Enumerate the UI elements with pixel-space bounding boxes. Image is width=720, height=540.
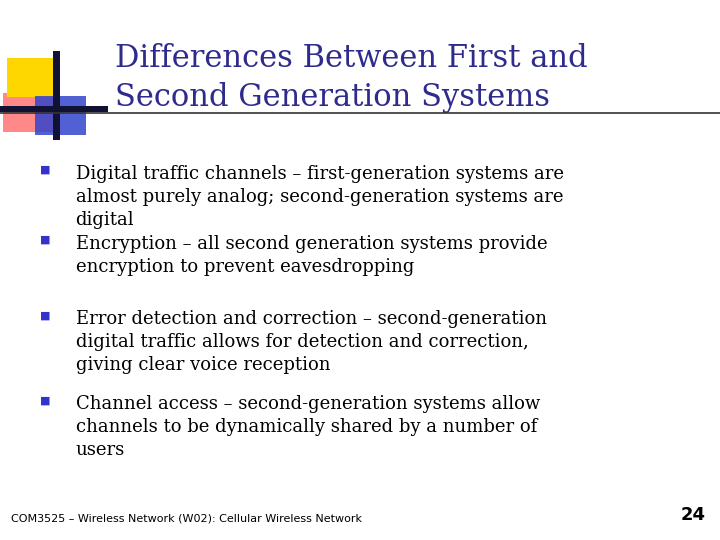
Text: ■: ■	[40, 165, 50, 175]
Text: ■: ■	[40, 310, 50, 321]
Text: 24: 24	[680, 506, 706, 524]
Text: COM3525 – Wireless Network (W02): Cellular Wireless Network: COM3525 – Wireless Network (W02): Cellul…	[11, 514, 362, 524]
Text: ■: ■	[40, 395, 50, 406]
Text: Differences Between First and: Differences Between First and	[115, 43, 588, 74]
Text: Second Generation Systems: Second Generation Systems	[115, 82, 550, 113]
Text: Encryption – all second generation systems provide
encryption to prevent eavesdr: Encryption – all second generation syste…	[76, 235, 547, 276]
Text: ■: ■	[40, 235, 50, 245]
Text: Error detection and correction – second-generation
digital traffic allows for de: Error detection and correction – second-…	[76, 310, 546, 374]
Text: Channel access – second-generation systems allow
channels to be dynamically shar: Channel access – second-generation syste…	[76, 395, 540, 459]
Text: Digital traffic channels – first-generation systems are
almost purely analog; se: Digital traffic channels – first-generat…	[76, 165, 564, 228]
